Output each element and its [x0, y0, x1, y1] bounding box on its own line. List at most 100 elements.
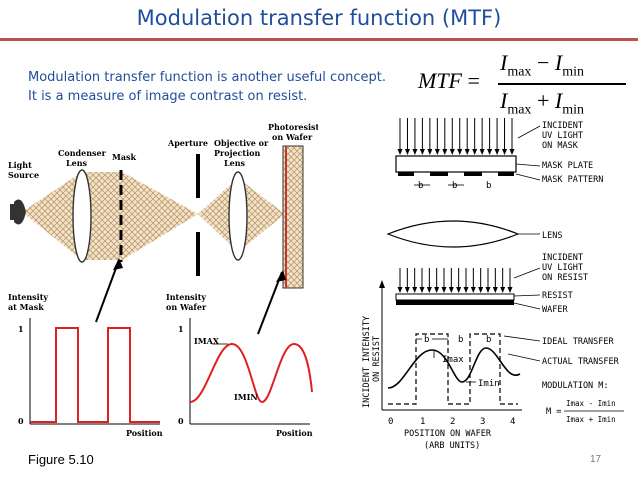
- uv-arrowhead: [492, 287, 498, 293]
- incident-resist-label-1: INCIDENT: [542, 253, 583, 263]
- x-tick-2: 2: [450, 417, 455, 427]
- mask-b-2: b: [452, 181, 457, 191]
- incident-mask-label-2: UV LIGHT: [542, 131, 583, 141]
- slide-title: Modulation transfer function (MTF): [136, 6, 502, 30]
- uv-arrowhead: [464, 149, 470, 155]
- resist-layer-rect: [395, 293, 515, 301]
- wafer-layer-rect: [396, 300, 514, 305]
- light-source-label-1: Light: [8, 160, 32, 170]
- uv-arrowhead: [412, 287, 418, 293]
- leader-incident-resist: [513, 267, 541, 279]
- arrow-wafer-to-plot: [257, 271, 283, 335]
- incident-arrows-mask: [397, 118, 515, 155]
- mask-b-3: b: [486, 181, 491, 191]
- incident-resist-label-3: ON RESIST: [542, 273, 588, 283]
- uv-arrowhead: [397, 149, 403, 155]
- wafer-plot-x-label: Position: [276, 428, 313, 438]
- ideal-transfer-curve: [388, 333, 518, 405]
- x-axis-label-1: POSITION ON WAFER: [404, 429, 492, 439]
- objective-label-1: Objective or: [214, 138, 269, 148]
- uv-arrowhead: [397, 287, 403, 293]
- mask-label: Mask: [112, 152, 137, 162]
- uv-arrowhead: [463, 287, 469, 293]
- incident-arrows-resist: [397, 268, 513, 293]
- m-numerator: Imax - Imin: [566, 399, 616, 408]
- transfer-b-3: b: [486, 335, 491, 345]
- uv-arrowhead: [426, 287, 432, 293]
- leader-actual: [507, 353, 541, 362]
- uv-arrowhead: [487, 149, 493, 155]
- wafer-imax-label: IMAX: [194, 336, 220, 346]
- mask-transfer-figure: b b b INCIDENT UV LIGHT ON MASK MASK PLA…: [362, 118, 624, 451]
- uv-arrowhead: [456, 287, 462, 293]
- intensity-wafer-label-1: Intensity: [166, 292, 206, 302]
- mask-plot-tick-0: 0: [18, 416, 24, 426]
- incident-resist-label-2: UV LIGHT: [542, 263, 583, 273]
- incident-mask-label-3: ON MASK: [542, 141, 579, 151]
- leader-wafer: [513, 302, 541, 310]
- condenser-label-2: Lens: [66, 158, 88, 168]
- y-axis-arrowhead: [379, 280, 385, 288]
- uv-arrowhead: [457, 149, 463, 155]
- modulation-label: MODULATION M:: [542, 381, 609, 391]
- photoresist-wafer: [282, 145, 304, 289]
- x-tick-1: 1: [420, 417, 425, 427]
- uv-arrowhead: [509, 149, 515, 155]
- uv-arrowhead: [419, 287, 425, 293]
- y-axis-label-1: INCIDENT INTENSITY: [362, 316, 372, 408]
- uv-arrowhead: [404, 287, 410, 293]
- arrowhead-wafer: [276, 270, 286, 282]
- transfer-imax-label: Imax: [442, 355, 464, 365]
- uv-arrowhead: [427, 149, 433, 155]
- mask-pattern-label: MASK PATTERN: [542, 175, 603, 185]
- mask-plot-tick-1: 1: [18, 324, 24, 334]
- intro-line-2: It is a measure of image contrast on res…: [28, 89, 308, 104]
- uv-arrowhead: [448, 287, 454, 293]
- mask-b-1: b: [418, 181, 423, 191]
- intro-text: Modulation transfer function is another …: [28, 68, 386, 106]
- light-beam-3: [122, 172, 198, 260]
- uv-arrowhead: [434, 149, 440, 155]
- uv-arrowhead: [470, 287, 476, 293]
- leader-incident-mask: [517, 125, 541, 139]
- leader-mask-plate: [515, 163, 541, 167]
- figure-caption: Figure 5.10: [28, 452, 94, 467]
- mask-plate: [395, 155, 517, 173]
- leader-resist: [513, 294, 541, 297]
- projection-optics-figure: Light Source Condenser Lens Mask Apertur…: [8, 122, 318, 438]
- y-axis-label-2: ON RESIST: [372, 336, 382, 382]
- uv-arrowhead: [441, 287, 447, 293]
- uv-arrowhead: [478, 287, 484, 293]
- wafer-intensity-curve: [189, 342, 313, 404]
- mtf-formula: MTF = Imax − Imin Imax + Imin: [398, 46, 634, 120]
- uv-arrowhead: [507, 287, 513, 293]
- intensity-mask-label-1: Intensity: [8, 292, 48, 302]
- uv-arrowhead: [404, 149, 410, 155]
- wafer-plot-tick-1: 1: [178, 324, 184, 334]
- arrowhead-mask: [113, 258, 123, 270]
- x-tick-0: 0: [388, 417, 393, 427]
- wafer-imin-label: IMIN: [234, 392, 258, 402]
- photoresist-label-2: on Wafer: [272, 132, 313, 142]
- fraction-bar: [498, 83, 626, 85]
- x-axis-label-2: (ARB UNITS): [424, 441, 480, 451]
- light-beam-4: [198, 178, 238, 252]
- m-denominator: Imax + Imin: [566, 415, 616, 424]
- intro-line-1: Modulation transfer function is another …: [28, 70, 387, 85]
- formula-denominator: Imax + Imin: [500, 88, 584, 118]
- incident-mask-label-1: INCIDENT: [542, 121, 583, 131]
- formula-numerator: Imax − Imin: [500, 50, 584, 80]
- wafer-label: WAFER: [542, 305, 568, 315]
- lens-label: LENS: [542, 231, 562, 241]
- uv-arrowhead: [502, 149, 508, 155]
- intensity-mask-label-2: at Mask: [8, 302, 44, 312]
- aperture-label: Aperture: [167, 138, 208, 148]
- resist-label: RESIST: [542, 291, 573, 301]
- lamp-base: [10, 204, 16, 220]
- lens-shape: [386, 220, 520, 248]
- light-beam-1: [22, 172, 82, 260]
- x-tick-3: 3: [480, 417, 485, 427]
- leader-mask-pattern: [515, 173, 541, 181]
- mask-plot-x-label: Position: [126, 428, 163, 438]
- ideal-transfer-label: IDEAL TRANSFER: [542, 337, 615, 347]
